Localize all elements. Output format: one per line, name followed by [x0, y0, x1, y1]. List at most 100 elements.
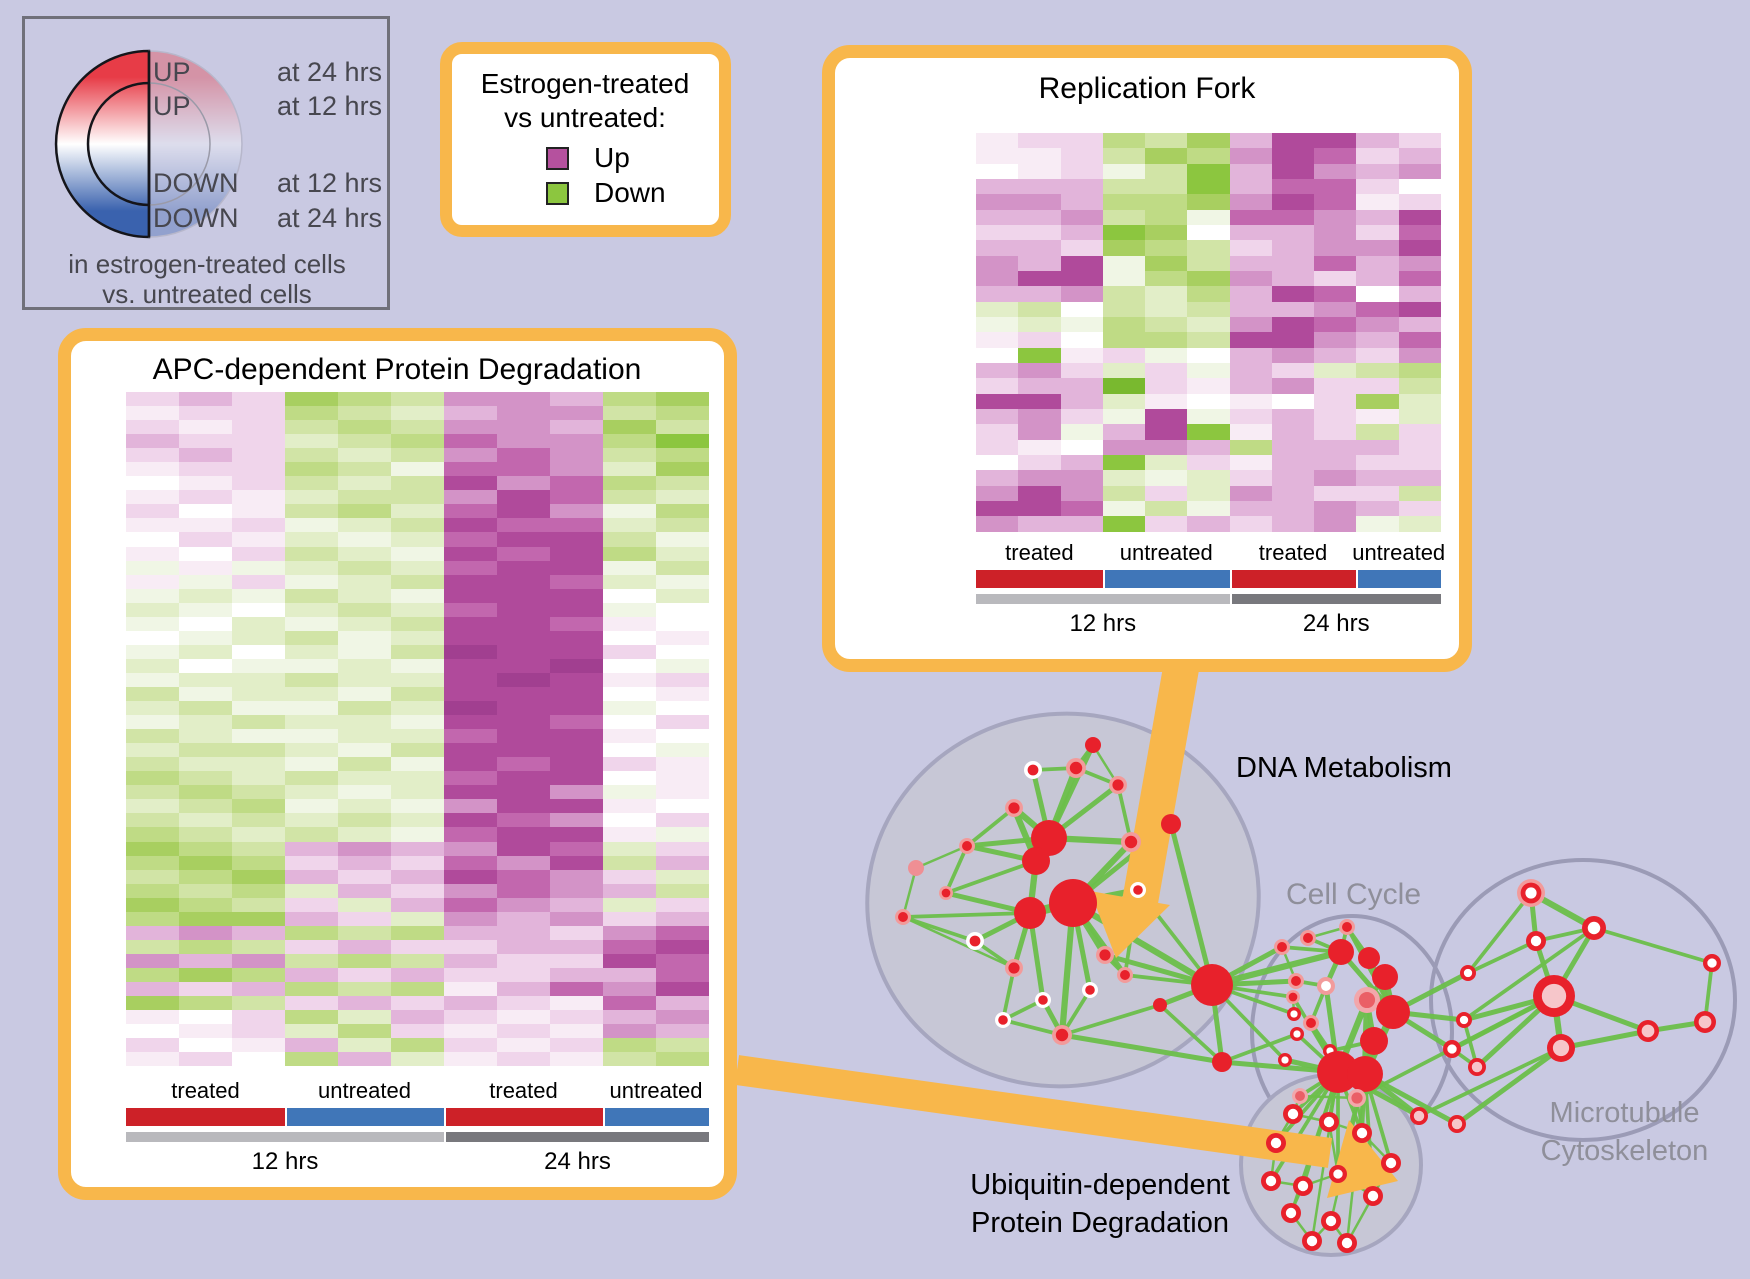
heatmap-cell: [550, 771, 603, 786]
heatmap-cell: [179, 715, 232, 730]
heatmap-cell: [603, 925, 656, 940]
heatmap-cell: [1398, 255, 1441, 271]
heatmap-cell: [444, 518, 497, 533]
heatmap-cell: [1102, 378, 1146, 394]
heatmap-cell: [1398, 270, 1441, 287]
heatmap-cell: [232, 588, 285, 603]
heatmap-cell: [179, 981, 232, 997]
network-node-35: [1376, 995, 1410, 1029]
heatmap-cell: [232, 1038, 285, 1053]
heatmap-cell: [550, 504, 603, 519]
heatmap-cell: [1102, 347, 1146, 363]
heatmap-cell: [444, 827, 497, 842]
heatmap-cell: [232, 658, 285, 673]
heatmap-cell: [444, 462, 497, 477]
heatmap-cell: [1102, 439, 1146, 455]
network-node-27: [1277, 942, 1287, 952]
heatmap-cell: [126, 1010, 179, 1025]
heatmap-cell: [1314, 255, 1357, 271]
heatmap-cell: [1271, 516, 1315, 532]
heatmap-cell: [1187, 378, 1230, 394]
network-node-53: [1587, 921, 1601, 935]
heatmap-cell: [1018, 378, 1061, 394]
heatmap-cell: [1398, 163, 1441, 179]
heatmap-cell: [285, 715, 338, 730]
heatmap-cell: [126, 1052, 179, 1067]
heatmap-cell: [444, 392, 497, 407]
heatmap-cell: [656, 392, 709, 407]
heatmap-cell: [497, 434, 550, 449]
heatmap-cell: [338, 476, 391, 491]
heatmap-cell: [285, 490, 338, 505]
heatmap-cell: [338, 855, 391, 870]
heatmap-cell: [603, 546, 656, 561]
time-label-12hrs: 12 hrs: [251, 1148, 319, 1176]
network-node-1: [1069, 761, 1083, 775]
heatmap-cell: [285, 841, 338, 856]
heatmap-cell: [444, 785, 497, 800]
heatmap-cell: [976, 240, 1019, 256]
heatmap-cell: [976, 347, 1019, 363]
heatmap-cell: [338, 532, 391, 547]
heatmap-cell: [391, 672, 444, 687]
network-node-40: [1281, 1056, 1289, 1064]
heatmap-cell: [126, 518, 179, 533]
heatmap-cell: [338, 434, 391, 449]
heatmap-cell: [338, 616, 391, 631]
heatmap-cell: [550, 1010, 603, 1025]
heatmap-cell: [1356, 332, 1399, 348]
heatmap-cell: [497, 757, 550, 772]
heatmap-cell: [444, 434, 497, 449]
heatmap-cell: [976, 470, 1019, 486]
heatmap-cell: [444, 588, 497, 603]
heatmap-cell: [497, 672, 550, 687]
network-node-28: [1303, 933, 1313, 943]
network-node-73: [1351, 1092, 1363, 1104]
heatmap-cell: [444, 743, 497, 758]
heatmap-cell: [232, 996, 285, 1011]
heatmap-cell: [285, 574, 338, 589]
heatmap-cell: [603, 827, 656, 842]
network-node-39: [1293, 1030, 1301, 1038]
heatmap-cell: [497, 813, 550, 828]
heatmap-cell: [444, 686, 497, 702]
heatmap-cell: [1314, 316, 1357, 333]
network-node-47: [1447, 1044, 1457, 1054]
heatmap-cell: [497, 869, 550, 884]
heatmap-cell: [603, 392, 656, 407]
network-node-49: [1413, 1110, 1425, 1122]
heatmap-cell: [1229, 270, 1272, 287]
network-node-55: [1541, 983, 1567, 1009]
heatmap-cell: [1229, 148, 1272, 164]
network-node-43: [1347, 1056, 1383, 1092]
heatmap-cell: [285, 644, 338, 659]
heatmap-cell: [1187, 362, 1230, 379]
heatmap-cell: [1398, 424, 1441, 440]
heatmap-cell: [603, 841, 656, 856]
heatmap-cell: [126, 672, 179, 687]
heatmap-cell: [1356, 362, 1399, 379]
time-bar-24hrs: [1231, 593, 1441, 604]
heatmap-cell: [1314, 393, 1357, 409]
heatmap-cell: [497, 883, 550, 898]
heatmap-cell: [179, 883, 232, 898]
network-node-74: [1295, 1091, 1305, 1101]
heatmap-cell: [550, 616, 603, 631]
heatmap-cell: [656, 574, 709, 589]
heatmap-cell: [1187, 209, 1230, 225]
heatmap-cell: [1102, 240, 1146, 256]
heatmap-cell: [1145, 362, 1188, 379]
heatmap-cell: [497, 701, 550, 716]
group-label-untreated-3: untreated: [609, 1078, 703, 1104]
group-label-untreated-1: untreated: [1119, 539, 1213, 565]
heatmap-cell: [550, 448, 603, 463]
heatmap-cell: [391, 953, 444, 968]
heatmap-cell: [1187, 316, 1230, 333]
heatmap-cell: [1187, 224, 1230, 241]
heatmap-cell: [1145, 332, 1188, 348]
cell-cycle-label: Cell Cycle: [1286, 878, 1422, 911]
heatmap-cell: [391, 616, 444, 631]
heatmap-cell: [126, 897, 179, 912]
heatmap-cell: [126, 771, 179, 786]
heatmap-cell: [656, 883, 709, 898]
